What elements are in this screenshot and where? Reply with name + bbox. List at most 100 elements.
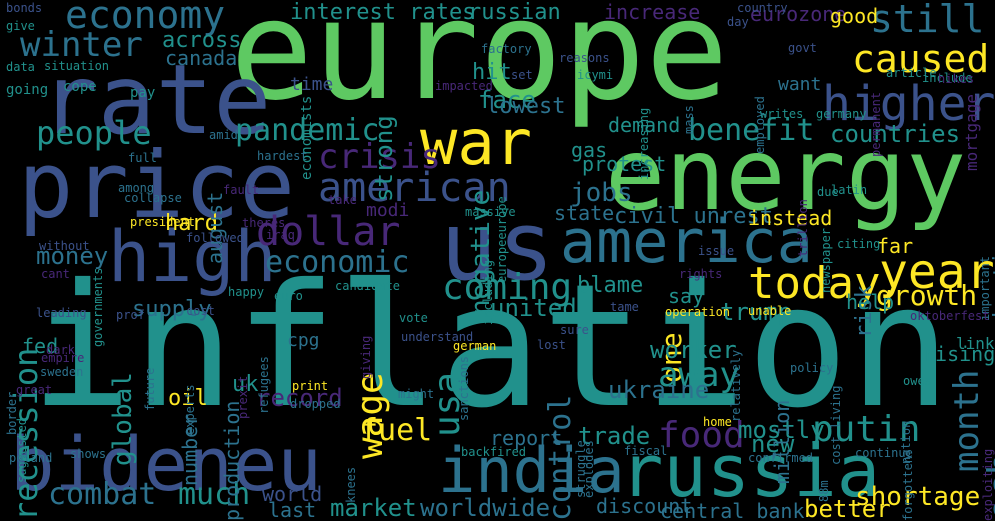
cloud-word: cost living	[829, 385, 843, 465]
cloud-word: say	[668, 284, 705, 308]
cloud-word: relatively	[729, 349, 743, 422]
cloud-word: discount	[596, 494, 693, 518]
cloud-word: good	[830, 4, 879, 28]
cloud-word: mostly	[738, 416, 825, 444]
cloud-word: give	[6, 19, 35, 33]
cloud-word: writes	[760, 107, 804, 121]
cloud-word: cpg	[287, 330, 320, 351]
cloud-word: price	[18, 132, 295, 239]
cloud-word: newspaper	[819, 227, 833, 293]
cloud-word: shortage	[855, 482, 981, 512]
cloud-word: war	[420, 106, 532, 179]
cloud-word: today	[748, 258, 881, 309]
cloud-word: lowest	[486, 94, 566, 119]
cloud-word: blame	[577, 273, 644, 298]
cloud-word: mortgage	[962, 93, 981, 171]
cloud-word: bideneu	[10, 422, 322, 508]
cloud-word: million	[770, 399, 794, 484]
cloud-word: include	[922, 71, 973, 85]
cloud-word: refugees	[257, 356, 271, 414]
cloud-word: protest	[582, 152, 667, 176]
cloud-word: economic	[265, 245, 410, 280]
cloud-word: want	[778, 74, 822, 95]
cloud-word: latin	[831, 183, 868, 197]
cloud-word: print	[292, 379, 329, 393]
cloud-word: instead	[748, 206, 833, 230]
cloud-word: issue	[698, 244, 735, 258]
cloud-word: food	[658, 415, 745, 456]
cloud-word: governments	[91, 267, 105, 347]
cloud-word: interest rates	[290, 0, 476, 25]
cloud-word: collapse	[124, 191, 182, 205]
cloud-word: united	[490, 294, 577, 322]
cloud-word: confirmed	[748, 451, 814, 465]
cloud-word: worker	[650, 336, 737, 364]
cloud-word: combat	[48, 477, 157, 512]
cloud-word: dollar	[256, 209, 401, 255]
cloud-word: icymi	[577, 68, 614, 82]
cloud-word: among	[118, 181, 155, 195]
cloud-word: cant	[41, 267, 70, 281]
cloud-word: dropped	[290, 397, 341, 411]
cloud-word: market	[330, 494, 417, 521]
cloud-word: owes	[903, 374, 932, 388]
cloud-word: giving	[359, 335, 373, 379]
cloud-word: citing	[837, 237, 881, 251]
cloud-word: unable	[748, 304, 792, 318]
cloud-word: crisis	[318, 137, 441, 177]
cloud-word: year	[879, 244, 995, 300]
cloud-word: russia	[620, 429, 881, 513]
cloud-word: gas	[571, 138, 608, 162]
cloud-word: shows	[70, 447, 107, 461]
cloud-word: amid	[209, 128, 238, 142]
cloud-word: modi	[366, 200, 410, 221]
cloud-word: might	[398, 387, 435, 401]
cloud-word: great	[16, 383, 53, 397]
cloud-word: august	[203, 191, 227, 264]
cloud-word: hit	[472, 60, 512, 85]
cloud-word: knees	[344, 466, 358, 503]
cloud-word: future	[143, 367, 157, 411]
cloud-word: state	[554, 201, 615, 225]
cloud-word: oil	[168, 386, 208, 411]
cloud-word: empire	[41, 351, 85, 365]
cloud-word: bonds	[6, 1, 43, 15]
cloud-word: world	[262, 482, 323, 506]
cloud-word: data	[6, 60, 35, 74]
cloud-word: far	[877, 234, 914, 258]
cloud-word: including	[481, 259, 495, 325]
cloud-word: take	[328, 193, 357, 207]
cloud-word: month	[947, 369, 987, 472]
cloud-word: day	[727, 15, 749, 29]
cloud-word: followed	[186, 231, 244, 245]
cloud-word: operation	[665, 305, 731, 319]
cloud-word: control	[543, 394, 578, 521]
cloud-word: russian	[468, 0, 561, 25]
cloud-word: inflation	[30, 248, 952, 446]
cloud-word: prof	[116, 308, 145, 322]
cloud-word: ukraine	[608, 376, 710, 404]
cloud-word: american	[318, 165, 511, 211]
cloud-word: link	[956, 334, 995, 353]
cloud-word: growth	[876, 279, 978, 312]
cloud-word: permanent	[869, 91, 883, 157]
cloud-word: time	[290, 74, 334, 95]
cloud-word: experts	[183, 384, 197, 435]
cloud-word: rate	[40, 44, 272, 156]
cloud-word: situation	[44, 59, 110, 73]
cloud-word: backfired	[461, 445, 527, 459]
cloud-word: pandemic	[235, 113, 380, 148]
cloud-word: country	[737, 1, 788, 15]
cloud-word: mass	[682, 105, 696, 134]
cloud-word: putin	[812, 409, 921, 450]
cloud-word: hard	[165, 211, 218, 236]
cloud-word: leading	[36, 306, 87, 320]
cloud-word: fuel	[360, 413, 433, 448]
cloud-word: prexit	[236, 375, 250, 419]
cloud-word: article	[886, 66, 937, 80]
cloud-word: global	[108, 372, 138, 466]
cloud-word: 88m	[817, 480, 831, 502]
cloud-word: tame	[610, 300, 639, 314]
cloud-word: across	[162, 28, 242, 53]
cloud-word: govt	[788, 41, 817, 55]
